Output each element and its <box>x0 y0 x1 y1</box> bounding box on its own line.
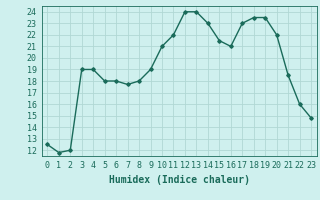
X-axis label: Humidex (Indice chaleur): Humidex (Indice chaleur) <box>109 175 250 185</box>
